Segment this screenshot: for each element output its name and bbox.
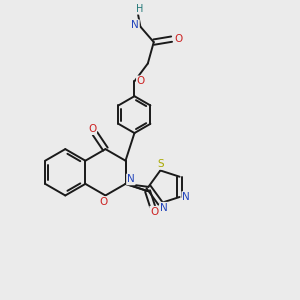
Text: N: N xyxy=(182,192,190,202)
Text: S: S xyxy=(158,159,164,169)
Text: N: N xyxy=(131,20,139,30)
Text: N: N xyxy=(127,174,135,184)
Text: O: O xyxy=(150,207,158,217)
Text: O: O xyxy=(88,124,96,134)
Text: O: O xyxy=(137,76,145,86)
Text: O: O xyxy=(174,34,182,44)
Text: H: H xyxy=(136,4,143,14)
Text: N: N xyxy=(160,203,168,213)
Text: O: O xyxy=(100,197,108,207)
